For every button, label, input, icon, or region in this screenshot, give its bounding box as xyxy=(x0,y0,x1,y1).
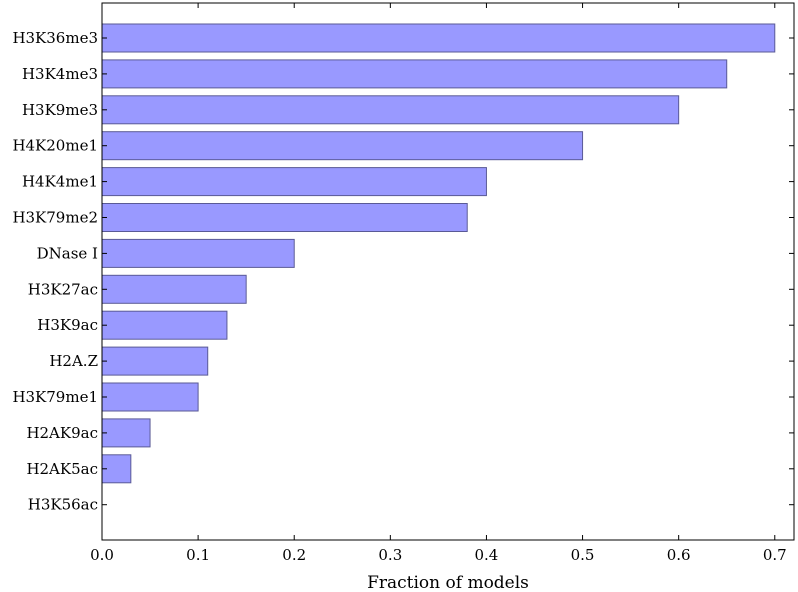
bar xyxy=(101,59,728,89)
y-tick-label: H3K9ac xyxy=(37,316,98,334)
bar xyxy=(101,310,228,340)
y-tick-label: H2A.Z xyxy=(49,352,98,370)
y-tick-label: H3K79me2 xyxy=(12,209,98,227)
bar xyxy=(101,418,151,448)
y-tick-label: H3K9me3 xyxy=(22,101,98,119)
x-tick-label: 0.3 xyxy=(378,546,402,564)
y-tick-label: H2AK5ac xyxy=(26,460,98,478)
y-tick-label: H3K56ac xyxy=(28,496,98,514)
bar xyxy=(101,167,487,197)
x-tick-label: 0.1 xyxy=(186,546,210,564)
plot-frame xyxy=(101,2,795,541)
y-tick-label: H4K20me1 xyxy=(12,137,98,155)
x-tick-label: 0.6 xyxy=(667,546,691,564)
y-tick-label: H3K36me3 xyxy=(12,29,98,47)
bars-layer xyxy=(101,23,776,484)
y-tick-label: H3K4me3 xyxy=(22,65,98,83)
bar xyxy=(101,238,295,268)
ticks-layer: H3K36me3 H3K4me3 H3K9me3 H4K20me1 H4K4me1 H3K… xyxy=(12,3,794,564)
y-tick-label: DNase I xyxy=(37,244,98,262)
bar xyxy=(101,95,680,125)
bar xyxy=(101,203,468,232)
y-tick-label: H3K27ac xyxy=(28,280,98,298)
bar xyxy=(101,346,209,376)
y-tick-label: H3K79me1 xyxy=(12,388,98,406)
bar xyxy=(101,274,247,304)
bar xyxy=(101,382,199,412)
x-tick-label: 0.2 xyxy=(282,546,306,564)
y-tick-label: H2AK9ac xyxy=(26,424,98,442)
x-tick-label: 0.7 xyxy=(763,546,787,564)
x-tick-label: 0.4 xyxy=(475,546,499,564)
bar xyxy=(101,23,776,53)
bar xyxy=(101,131,584,161)
x-tick-label: 0.5 xyxy=(571,546,595,564)
x-tick-label: 0.0 xyxy=(90,546,114,564)
x-axis-label: Fraction of models xyxy=(367,573,529,592)
y-tick-label: H4K4me1 xyxy=(22,173,98,191)
